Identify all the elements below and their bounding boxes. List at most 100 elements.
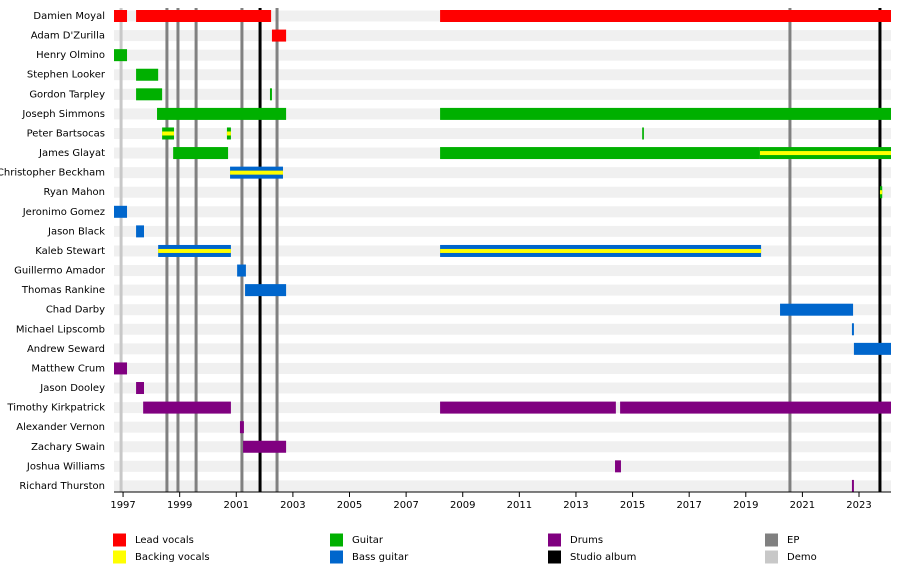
x-tick-label: 2001	[224, 500, 249, 511]
member-span	[243, 440, 287, 453]
row-stripe	[114, 88, 891, 100]
member-name: Andrew Seward	[27, 344, 105, 355]
member-name: Jason Black	[47, 226, 105, 237]
row-stripe	[114, 304, 891, 316]
x-tick-label: 1997	[110, 500, 135, 511]
member-name: Thomas Rankine	[21, 285, 105, 296]
legend-swatch	[548, 550, 561, 564]
row-stripe	[114, 167, 891, 179]
x-tick-label: 2019	[733, 500, 758, 511]
member-span	[851, 323, 854, 336]
member-span	[157, 107, 287, 120]
row-stripe	[114, 49, 891, 61]
row-stripe	[114, 460, 891, 472]
legend-label: Backing vocals	[135, 552, 210, 563]
member-name: Timothy Kirkpatrick	[6, 403, 105, 414]
member-name: Adam D'Zurilla	[31, 31, 105, 42]
member-span	[237, 264, 246, 277]
member-name: Ryan Mahon	[43, 187, 105, 198]
member-name: Stephen Looker	[27, 70, 106, 81]
member-span	[615, 460, 621, 473]
x-tick-label: 2011	[507, 500, 532, 511]
member-span	[136, 225, 145, 238]
member-span	[136, 88, 163, 101]
member-name: Guillermo Amador	[14, 266, 106, 277]
member-name: Joshua Williams	[26, 461, 105, 472]
member-span	[851, 479, 854, 492]
member-span	[271, 29, 287, 42]
member-span	[269, 88, 272, 101]
row-stripe	[114, 127, 891, 139]
row-stripe	[114, 206, 891, 218]
x-tick-label: 2013	[563, 500, 588, 511]
member-name: Zachary Swain	[31, 442, 105, 453]
x-tick-label: 2021	[790, 500, 815, 511]
row-stripe	[114, 323, 891, 335]
member-span	[173, 147, 229, 160]
row-stripe	[114, 441, 891, 453]
member-span	[136, 10, 272, 22]
row-stripe	[114, 382, 891, 394]
member-span-secondary	[162, 131, 175, 136]
member-name: Jason Dooley	[39, 383, 105, 394]
member-span	[136, 68, 159, 81]
x-tick-label: 1999	[167, 500, 192, 511]
legend-label: Demo	[787, 552, 817, 563]
member-span-secondary	[230, 170, 283, 175]
member-span-secondary	[440, 248, 762, 253]
x-tick-label: 2007	[393, 500, 418, 511]
row-stripe	[114, 265, 891, 277]
legend-swatch	[548, 533, 561, 547]
member-name: Joseph Simmons	[21, 109, 105, 120]
row-stripe	[114, 186, 891, 198]
member-name: Christopher Beckham	[0, 168, 105, 179]
legend-swatch	[765, 533, 778, 547]
legend-swatch	[113, 533, 126, 547]
member-span	[440, 10, 891, 22]
row-stripe	[114, 343, 891, 355]
legend-label: Studio album	[570, 552, 636, 563]
row-stripe	[114, 69, 891, 81]
member-span	[114, 10, 128, 22]
member-name: Richard Thurston	[19, 481, 105, 492]
member-name: Kaleb Stewart	[35, 246, 105, 257]
x-tick-label: 2017	[676, 500, 701, 511]
member-span	[620, 401, 891, 414]
member-span	[853, 342, 891, 355]
member-span	[780, 303, 854, 316]
row-stripe	[114, 225, 891, 237]
member-name: Gordon Tarpley	[29, 89, 105, 100]
member-span	[239, 421, 244, 434]
member-name: Peter Bartsocas	[27, 128, 105, 139]
row-stripe	[114, 30, 891, 42]
x-tick-label: 2003	[280, 500, 305, 511]
member-span	[114, 49, 128, 62]
member-span-secondary	[158, 248, 231, 253]
row-stripe	[114, 480, 891, 492]
member-span-secondary	[879, 190, 883, 195]
member-name: Chad Darby	[46, 305, 105, 316]
legend-swatch	[765, 550, 778, 564]
member-name: Alexander Vernon	[16, 422, 105, 433]
x-tick-label: 2015	[620, 500, 645, 511]
member-name: Jeronimo Gomez	[22, 207, 105, 218]
row-stripe	[114, 362, 891, 374]
x-tick-label: 2005	[337, 500, 362, 511]
member-name: Michael Lipscomb	[16, 324, 105, 335]
member-span	[440, 107, 891, 120]
member-name: Henry Olmino	[36, 50, 105, 61]
member-name: Damien Moyal	[33, 11, 105, 22]
member-span	[136, 382, 145, 395]
member-span	[245, 284, 287, 297]
member-span	[114, 205, 128, 218]
member-span	[114, 362, 128, 375]
member-name: Matthew Crum	[31, 363, 105, 374]
legend-label: Guitar	[352, 535, 384, 546]
member-name: James Glayat	[38, 148, 105, 159]
x-tick-label: 2009	[450, 500, 475, 511]
member-span	[440, 401, 616, 414]
legend-label: Drums	[570, 535, 603, 546]
legend-label: Bass guitar	[352, 552, 409, 563]
member-span-secondary	[759, 151, 891, 156]
